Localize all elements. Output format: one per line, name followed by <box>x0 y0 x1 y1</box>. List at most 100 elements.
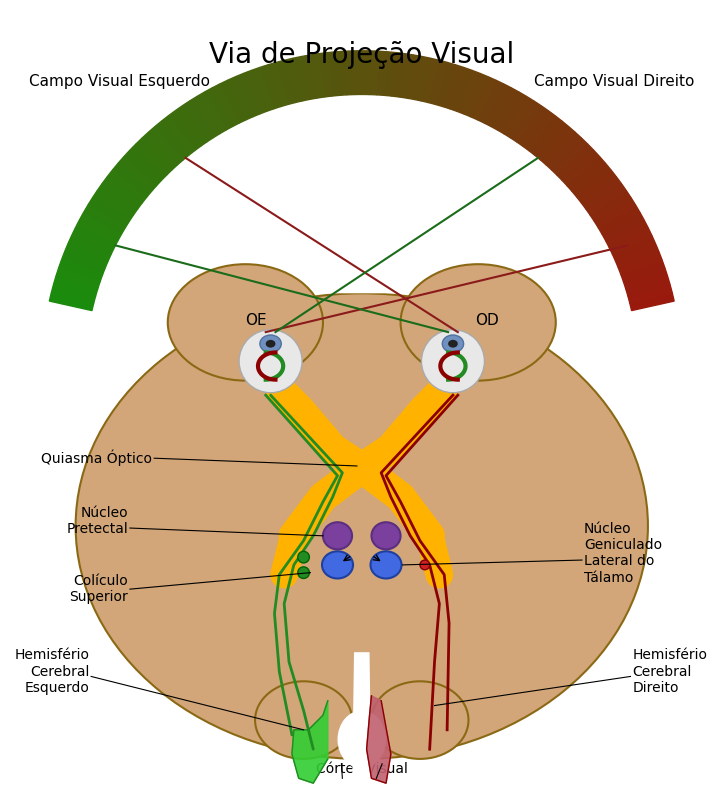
Ellipse shape <box>420 560 430 570</box>
Polygon shape <box>58 260 103 282</box>
Polygon shape <box>118 157 157 191</box>
Polygon shape <box>406 55 422 99</box>
Polygon shape <box>516 106 548 146</box>
Polygon shape <box>75 220 118 247</box>
Polygon shape <box>369 51 379 95</box>
Polygon shape <box>149 126 183 165</box>
Polygon shape <box>577 170 616 203</box>
Polygon shape <box>79 213 121 241</box>
Polygon shape <box>65 243 108 268</box>
Polygon shape <box>602 213 644 241</box>
Polygon shape <box>328 245 396 294</box>
Polygon shape <box>504 97 534 138</box>
Polygon shape <box>56 268 100 289</box>
Polygon shape <box>252 67 274 111</box>
Polygon shape <box>450 67 472 111</box>
Polygon shape <box>49 293 94 310</box>
Text: OE: OE <box>245 313 267 328</box>
Polygon shape <box>293 57 310 101</box>
Polygon shape <box>484 84 511 126</box>
Text: Campo Visual Direito: Campo Visual Direito <box>534 74 695 90</box>
Polygon shape <box>510 101 541 142</box>
Text: Hemisfério
Cerebral
Esquerdo: Hemisfério Cerebral Esquerdo <box>14 649 90 695</box>
Text: Núcleo
Geniculado
Lateral do
Tálamo: Núcleo Geniculado Lateral do Tálamo <box>584 522 662 585</box>
Polygon shape <box>615 243 658 268</box>
Polygon shape <box>284 58 303 102</box>
Polygon shape <box>97 183 138 215</box>
Polygon shape <box>302 55 317 99</box>
Polygon shape <box>92 190 134 222</box>
Polygon shape <box>606 220 648 247</box>
Polygon shape <box>352 652 372 788</box>
Polygon shape <box>546 132 581 170</box>
Polygon shape <box>318 53 332 97</box>
Polygon shape <box>384 52 396 96</box>
Polygon shape <box>586 183 626 215</box>
Ellipse shape <box>422 330 484 393</box>
Polygon shape <box>562 150 599 186</box>
Polygon shape <box>103 177 142 209</box>
Polygon shape <box>220 80 246 123</box>
Polygon shape <box>421 58 439 102</box>
Polygon shape <box>175 106 207 146</box>
Ellipse shape <box>260 335 282 353</box>
Text: Núcleo
Pretectal: Núcleo Pretectal <box>66 506 128 536</box>
Polygon shape <box>581 177 622 209</box>
Polygon shape <box>630 293 674 310</box>
Text: Hemisfério
Cerebral
Direito: Hemisfério Cerebral Direito <box>632 649 708 695</box>
Polygon shape <box>457 70 480 114</box>
Polygon shape <box>227 77 253 120</box>
Polygon shape <box>183 101 213 142</box>
Polygon shape <box>190 97 219 138</box>
Ellipse shape <box>370 551 401 578</box>
Polygon shape <box>621 260 665 282</box>
Polygon shape <box>327 52 339 96</box>
Polygon shape <box>108 170 147 203</box>
Polygon shape <box>590 190 631 222</box>
Polygon shape <box>168 110 201 150</box>
Polygon shape <box>628 284 672 303</box>
Ellipse shape <box>322 551 353 578</box>
Polygon shape <box>491 88 519 130</box>
Ellipse shape <box>337 710 386 769</box>
Polygon shape <box>428 60 447 105</box>
Polygon shape <box>162 116 195 155</box>
Polygon shape <box>497 92 526 134</box>
Polygon shape <box>377 51 388 95</box>
Ellipse shape <box>297 567 310 578</box>
Polygon shape <box>61 251 105 275</box>
Polygon shape <box>136 138 172 175</box>
Ellipse shape <box>372 682 469 759</box>
Polygon shape <box>113 163 152 198</box>
Polygon shape <box>71 228 114 254</box>
Polygon shape <box>204 88 232 130</box>
Polygon shape <box>362 50 370 94</box>
Ellipse shape <box>76 294 648 759</box>
Polygon shape <box>594 198 635 228</box>
Polygon shape <box>268 62 288 106</box>
Polygon shape <box>260 65 281 109</box>
Polygon shape <box>399 54 414 98</box>
Polygon shape <box>435 62 456 106</box>
Polygon shape <box>552 138 588 175</box>
Polygon shape <box>197 92 226 134</box>
Polygon shape <box>523 110 555 150</box>
Text: Via de Projeção Visual: Via de Projeção Visual <box>209 41 514 69</box>
Polygon shape <box>68 236 111 261</box>
Polygon shape <box>599 205 640 234</box>
Text: Campo Visual Esquerdo: Campo Visual Esquerdo <box>29 74 210 90</box>
Polygon shape <box>471 77 496 120</box>
Ellipse shape <box>297 551 310 563</box>
Ellipse shape <box>255 682 352 759</box>
Ellipse shape <box>168 264 323 381</box>
Polygon shape <box>155 121 189 160</box>
Polygon shape <box>88 198 129 228</box>
Polygon shape <box>612 236 656 261</box>
Polygon shape <box>336 51 347 95</box>
Ellipse shape <box>239 330 302 393</box>
Ellipse shape <box>372 522 401 550</box>
Ellipse shape <box>323 522 352 550</box>
Polygon shape <box>124 150 162 186</box>
Ellipse shape <box>401 264 556 381</box>
Polygon shape <box>212 84 239 126</box>
